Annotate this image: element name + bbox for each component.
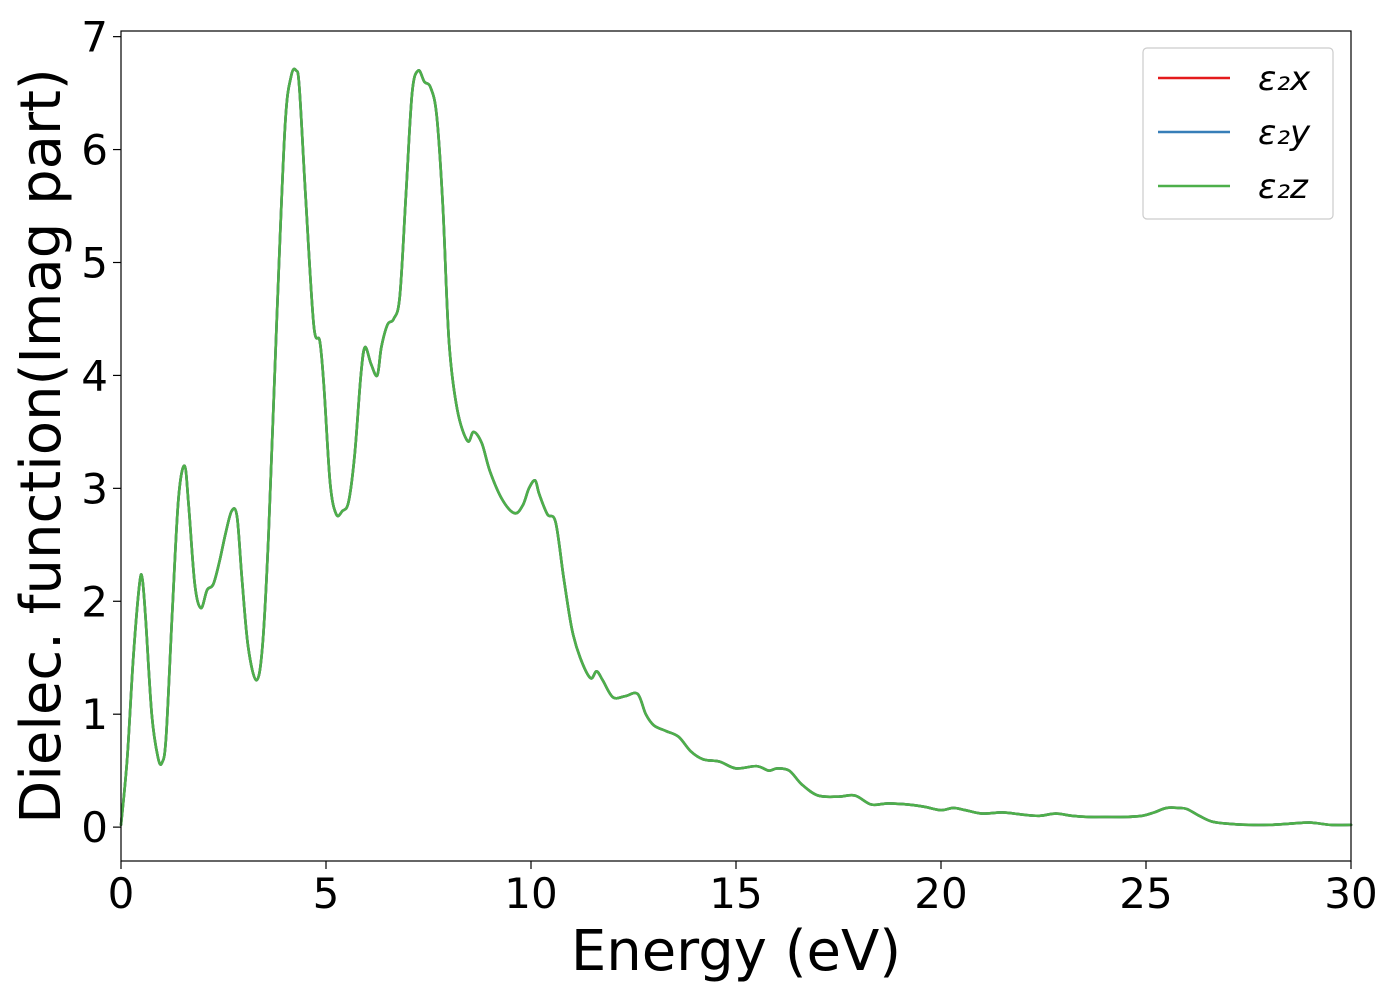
legend-label-1: ε₂x	[1258, 59, 1311, 99]
x-tick-label: 10	[504, 869, 557, 918]
y-tick-label: 6	[81, 126, 108, 175]
y-tick-label: 3	[81, 464, 108, 513]
x-axis-title: Energy (eV)	[571, 919, 901, 984]
y-tick-label: 2	[81, 577, 108, 626]
x-axis-ticks: 0 5 10 15 20 25 30	[108, 861, 1378, 918]
series-layer	[119, 67, 1353, 827]
y-tick-label: 5	[81, 238, 108, 287]
series-line-3	[119, 67, 1353, 827]
x-tick-label: 0	[108, 869, 135, 918]
legend-label-2: ε₂y	[1258, 113, 1311, 153]
legend-frame	[1142, 47, 1334, 220]
x-tick-label: 15	[709, 869, 762, 918]
y-tick-label: 1	[81, 690, 108, 739]
y-tick-label: 4	[81, 351, 108, 400]
legend-label-3: ε₂z	[1258, 167, 1309, 207]
legend: ε₂x ε₂y ε₂z	[1142, 47, 1334, 220]
x-tick-label: 20	[914, 869, 967, 918]
y-tick-label: 0	[81, 803, 108, 852]
y-tick-label: 7	[81, 13, 108, 62]
y-axis-title: Dielec. function(Imag part)	[9, 68, 74, 824]
y-axis-ticks: 0 1 2 3 4 5 6 7	[81, 13, 121, 852]
x-tick-label: 25	[1119, 869, 1172, 918]
x-tick-label: 5	[313, 869, 340, 918]
x-tick-label: 30	[1324, 869, 1377, 918]
